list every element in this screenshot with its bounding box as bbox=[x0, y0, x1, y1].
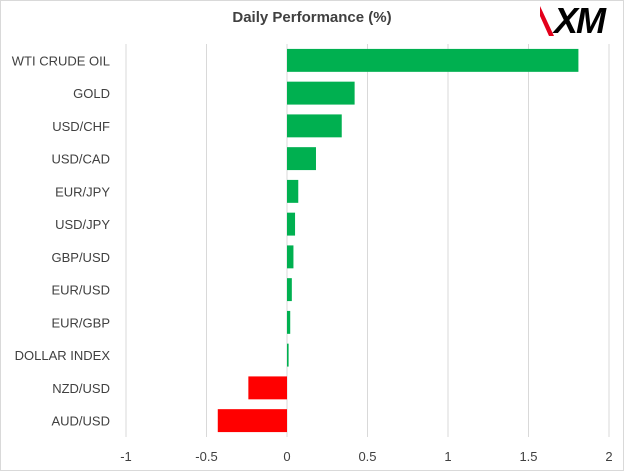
category-label: EUR/USD bbox=[51, 283, 110, 298]
x-tick-label: -1 bbox=[120, 449, 132, 464]
x-tick-label: 0 bbox=[283, 449, 290, 464]
category-label: USD/CHF bbox=[52, 119, 110, 134]
bar bbox=[287, 343, 289, 367]
bar bbox=[287, 310, 291, 334]
x-tick-label: -0.5 bbox=[195, 449, 217, 464]
category-label: USD/CAD bbox=[51, 152, 110, 167]
bar bbox=[287, 278, 292, 302]
bar bbox=[287, 81, 355, 105]
category-label: GBP/USD bbox=[51, 250, 110, 265]
bar bbox=[287, 245, 294, 269]
x-tick-label: 1 bbox=[444, 449, 451, 464]
bar bbox=[248, 376, 287, 400]
bar bbox=[287, 212, 296, 236]
category-label: DOLLAR INDEX bbox=[15, 348, 111, 363]
category-label: NZD/USD bbox=[52, 381, 110, 396]
category-label: EUR/GBP bbox=[51, 315, 110, 330]
xm-logo-mark bbox=[540, 6, 554, 36]
x-tick-label: 1.5 bbox=[519, 449, 537, 464]
bar bbox=[217, 409, 287, 433]
category-label: EUR/JPY bbox=[55, 184, 110, 199]
bar bbox=[287, 179, 299, 203]
bar bbox=[287, 147, 316, 171]
category-label: USD/JPY bbox=[55, 217, 110, 232]
x-tick-label: 0.5 bbox=[358, 449, 376, 464]
bar bbox=[287, 114, 342, 138]
category-label: WTI CRUDE OIL bbox=[12, 53, 110, 68]
x-tick-label: 2 bbox=[605, 449, 612, 464]
category-label: GOLD bbox=[73, 86, 110, 101]
chart-title: Daily Performance (%) bbox=[232, 9, 392, 26]
bar bbox=[287, 48, 579, 72]
category-label: AUD/USD bbox=[51, 414, 110, 429]
xm-logo: XM bbox=[554, 0, 606, 41]
